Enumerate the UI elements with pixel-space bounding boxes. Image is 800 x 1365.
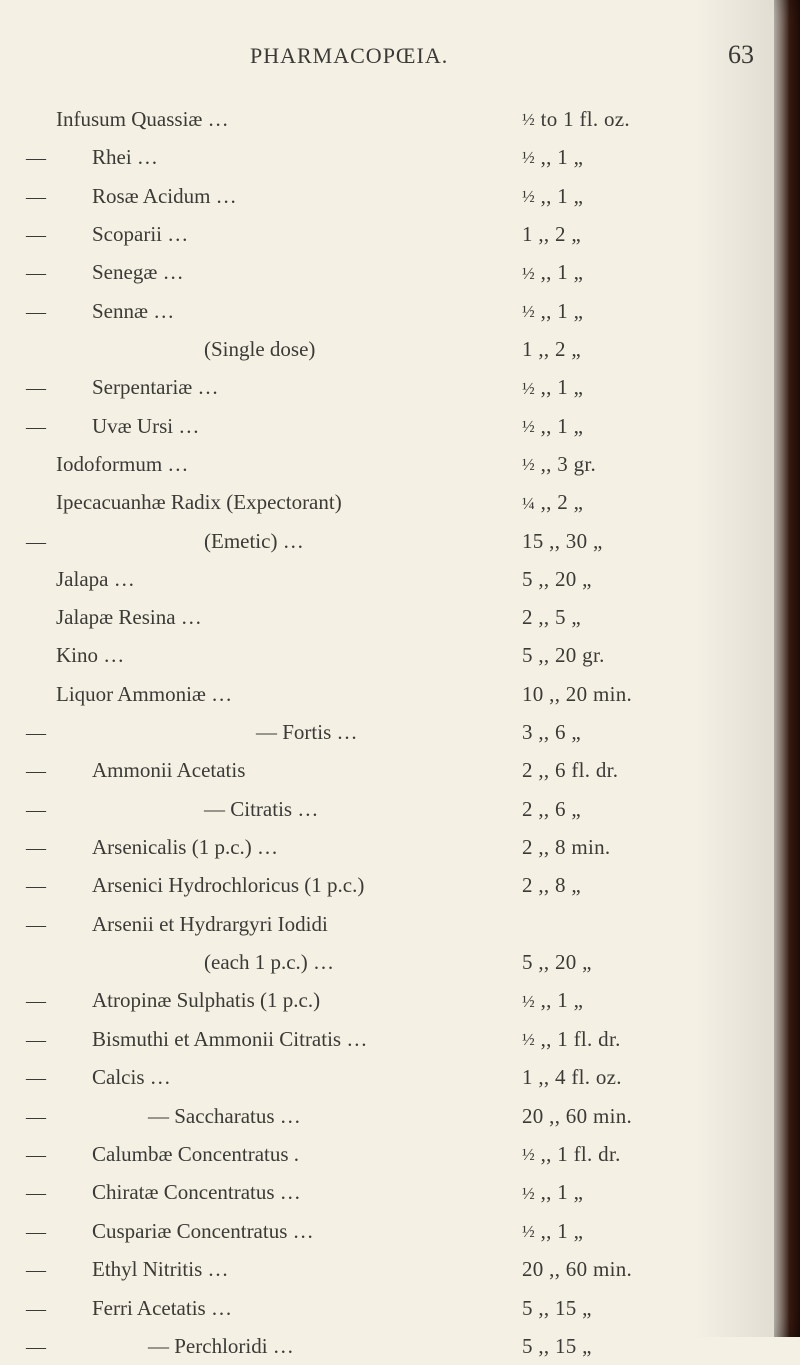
entry-row: —— Perchloridi …5 ,, 15 „ — [10, 1327, 754, 1365]
entry-name: — Perchloridi … — [56, 1327, 522, 1365]
entry-row: —Ferri Acetatis …5 ,, 15 „ — [10, 1289, 754, 1327]
entry-row: —Ethyl Nitritis …20 ,, 60 min. — [10, 1250, 754, 1288]
entry-name: (Single dose) — [56, 330, 522, 368]
entry-name: Jalapa … — [56, 560, 522, 598]
entry-row: —— Citratis …2 ,, 6 „ — [10, 790, 754, 828]
entry-dash: — — [16, 907, 56, 943]
entry-row: —Chiratæ Concentratus …½ ,, 1 „ — [10, 1173, 754, 1211]
entry-row: —Bismuthi et Ammonii Citratis …½ ,, 1 fl… — [10, 1020, 754, 1058]
entry-dash: — — [16, 1099, 56, 1135]
entry-name: (Emetic) … — [56, 522, 522, 560]
entry-dash: — — [16, 1175, 56, 1211]
entry-name: Sennæ … — [56, 292, 522, 330]
entry-dash: — — [16, 1137, 56, 1173]
page-header: PHARMACOPŒIA. 63 — [10, 40, 754, 70]
entry-row: (each 1 p.c.) …5 ,, 20 „ — [10, 943, 754, 981]
entry-dash: — — [16, 1291, 56, 1327]
entry-dash: — — [16, 868, 56, 904]
header-title: PHARMACOPŒIA. — [250, 43, 448, 69]
entry-dash: — — [16, 1252, 56, 1288]
entry-name: Senegæ … — [56, 253, 522, 291]
entry-row: Infusum Quassiæ …½ to 1 fl. oz. — [10, 100, 754, 138]
entry-name: Ammonii Acetatis — [56, 751, 522, 789]
page-content: PHARMACOPŒIA. 63 Infusum Quassiæ …½ to 1… — [0, 40, 764, 1365]
entry-name: Jalapæ Resina … — [56, 598, 522, 636]
entry-dash: — — [16, 753, 56, 789]
entry-name: Liquor Ammoniæ … — [56, 675, 522, 713]
entry-name: Calcis … — [56, 1058, 522, 1096]
entry-row: (Single dose)1 ,, 2 „ — [10, 330, 754, 368]
entry-row: —Senegæ …½ ,, 1 „ — [10, 253, 754, 291]
entry-row: —Arsenii et Hydrargyri Iodidi — [10, 905, 754, 943]
entry-dash: — — [16, 1329, 56, 1365]
entry-dash: — — [16, 140, 56, 176]
entry-row: —Rhei …½ ,, 1 „ — [10, 138, 754, 176]
entry-row: —Arsenici Hydrochloricus (1 p.c.)2 ,, 8 … — [10, 866, 754, 904]
entry-row: Jalapa …5 ,, 20 „ — [10, 560, 754, 598]
entry-name: — Fortis … — [56, 713, 522, 751]
entry-dash: — — [16, 524, 56, 560]
entry-name: — Citratis … — [56, 790, 522, 828]
entry-name: Rhei … — [56, 138, 522, 176]
entry-row: —Atropinæ Sulphatis (1 p.c.)½ ,, 1 „ — [10, 981, 754, 1019]
entry-name: Ipecacuanhæ Radix (Expectorant) — [56, 483, 522, 521]
entry-name: Ferri Acetatis … — [56, 1289, 522, 1327]
entry-dash: — — [16, 792, 56, 828]
entry-name: Ethyl Nitritis … — [56, 1250, 522, 1288]
entry-name: Arsenii et Hydrargyri Iodidi — [56, 905, 522, 943]
entry-name: Kino … — [56, 636, 522, 674]
entry-name: Rosæ Acidum … — [56, 177, 522, 215]
entry-row: —Scoparii …1 ,, 2 „ — [10, 215, 754, 253]
entry-row: Liquor Ammoniæ …10 ,, 20 min. — [10, 675, 754, 713]
entry-dash: — — [16, 217, 56, 253]
entry-name: — Saccharatus … — [56, 1097, 522, 1135]
entry-dash: — — [16, 1060, 56, 1096]
page-binding-edge — [774, 0, 800, 1337]
entry-row: Iodoformum …½ ,, 3 gr. — [10, 445, 754, 483]
entry-dash: — — [16, 830, 56, 866]
entry-dash: — — [16, 370, 56, 406]
entry-row: —Calcis …1 ,, 4 fl. oz. — [10, 1058, 754, 1096]
entry-row: —Rosæ Acidum …½ ,, 1 „ — [10, 177, 754, 215]
entry-name: Serpentariæ … — [56, 368, 522, 406]
entry-row: Kino …5 ,, 20 gr. — [10, 636, 754, 674]
entry-dash: — — [16, 255, 56, 291]
entry-name: Calumbæ Concentratus . — [56, 1135, 522, 1173]
entry-row: —Uvæ Ursi …½ ,, 1 „ — [10, 407, 754, 445]
entry-dash: — — [16, 1022, 56, 1058]
entry-dash: — — [16, 179, 56, 215]
entry-dash: — — [16, 294, 56, 330]
entry-row: Ipecacuanhæ Radix (Expectorant)¼ ,, 2 „ — [10, 483, 754, 521]
entries-list: Infusum Quassiæ …½ to 1 fl. oz.—Rhei …½ … — [10, 100, 754, 1365]
entry-dash: — — [16, 1214, 56, 1250]
entry-name: Chiratæ Concentratus … — [56, 1173, 522, 1211]
entry-name: Uvæ Ursi … — [56, 407, 522, 445]
entry-row: —(Emetic) …15 ,, 30 „ — [10, 522, 754, 560]
entry-row: —Arsenicalis (1 p.c.) …2 ,, 8 min. — [10, 828, 754, 866]
entry-name: Arsenici Hydrochloricus (1 p.c.) — [56, 866, 522, 904]
entry-name: Arsenicalis (1 p.c.) … — [56, 828, 522, 866]
entry-row: —Cuspariæ Concentratus …½ ,, 1 „ — [10, 1212, 754, 1250]
entry-name: Iodoformum … — [56, 445, 522, 483]
entry-name: Infusum Quassiæ … — [56, 100, 522, 138]
entry-row: —Serpentariæ …½ ,, 1 „ — [10, 368, 754, 406]
entry-dash: — — [16, 715, 56, 751]
entry-row: —— Saccharatus …20 ,, 60 min. — [10, 1097, 754, 1135]
entry-name: Scoparii … — [56, 215, 522, 253]
entry-dash: — — [16, 409, 56, 445]
entry-name: (each 1 p.c.) … — [56, 943, 522, 981]
entry-row: —Sennæ …½ ,, 1 „ — [10, 292, 754, 330]
entry-name: Bismuthi et Ammonii Citratis … — [56, 1020, 522, 1058]
entry-row: —— Fortis …3 ,, 6 „ — [10, 713, 754, 751]
page-inner-shadow — [694, 0, 774, 1337]
entry-dash: — — [16, 983, 56, 1019]
entry-name: Cuspariæ Concentratus … — [56, 1212, 522, 1250]
entry-row: —Calumbæ Concentratus .½ ,, 1 fl. dr. — [10, 1135, 754, 1173]
entry-row: —Ammonii Acetatis2 ,, 6 fl. dr. — [10, 751, 754, 789]
entry-row: Jalapæ Resina …2 ,, 5 „ — [10, 598, 754, 636]
entry-name: Atropinæ Sulphatis (1 p.c.) — [56, 981, 522, 1019]
